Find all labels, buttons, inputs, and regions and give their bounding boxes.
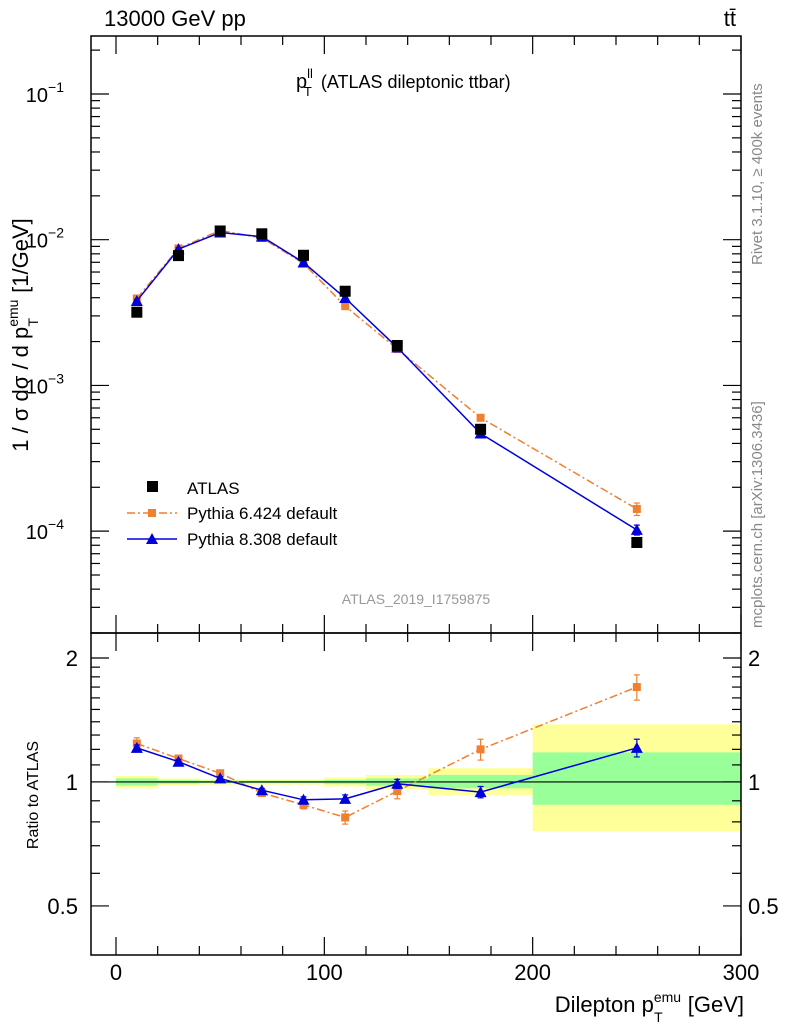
legend-item-atlas: ATLAS	[147, 479, 240, 498]
ratio-bands	[116, 724, 741, 832]
main-pythia8-point	[297, 256, 310, 268]
ratio-pythia8-point	[474, 786, 487, 798]
mcplots-label: mcplots.cern.ch [arXiv:1306.3436]	[749, 401, 766, 628]
main-atlas-point	[339, 285, 351, 297]
ratio-y-axis-label: Ratio to ATLAS	[25, 741, 42, 849]
ratio-ticks: 0.5 0.5 1 1 2 2 0 100 200 300	[47, 633, 779, 985]
ratio-pythia6-point	[299, 800, 308, 809]
ratio-pythia6-point	[393, 787, 402, 796]
main-y-tick-label: 10−2	[26, 225, 64, 253]
ratio-pythia8-point	[172, 755, 185, 767]
main-pythia6-point	[341, 302, 350, 311]
xlabel-superscript: emu	[654, 989, 681, 1005]
ratio-band-green	[532, 752, 741, 805]
ratio-x-tick-label: 0	[110, 960, 122, 985]
ratio-y-tick-label-right: 2	[748, 646, 760, 671]
ratio-y-tick-label-left: 0.5	[47, 894, 78, 919]
energy-label: 13000 GeV pp	[104, 6, 246, 31]
main-series	[130, 225, 643, 548]
legend-label-pythia6: Pythia 6.424 default	[187, 504, 338, 523]
ylabel-superscript: emu	[5, 300, 21, 327]
main-y-tick-base: 10	[26, 376, 48, 398]
ylabel-suffix: [1/GeV]	[8, 218, 33, 299]
main-y-tick-exponent: −4	[48, 516, 64, 532]
main-atlas-point	[256, 228, 268, 240]
main-atlas-point	[475, 423, 487, 435]
legend-marker-pythia8	[146, 533, 158, 544]
legend: ATLAS Pythia 6.424 default Pythia 8.308 …	[127, 479, 338, 549]
main-pythia6-series	[132, 226, 641, 517]
main-pythia6-point	[632, 504, 641, 513]
main-y-tick-label: 10−1	[26, 79, 64, 107]
rivet-version-label: Rivet 3.1.10, ≥ 400k events	[749, 83, 766, 265]
legend-marker-pythia6	[148, 509, 156, 517]
main-atlas-series	[131, 225, 643, 548]
main-y-tick-label: 10−4	[26, 516, 64, 544]
ratio-y-tick-label-right: 1	[748, 770, 760, 795]
ratio-y-tick-label-left: 2	[66, 646, 78, 671]
ratio-x-axis-label: Dilepton pemu T [GeV]	[555, 989, 744, 1024]
legend-item-pythia6: Pythia 6.424 default	[127, 504, 338, 523]
ratio-pythia8-point	[130, 741, 143, 753]
ratio-pythia6-point	[341, 813, 350, 822]
ratio-series	[130, 674, 643, 825]
ylabel-prefix: 1 / σ dσ / d p	[8, 327, 33, 452]
ylabel-subscript: T	[25, 318, 41, 327]
legend-label-atlas: ATLAS	[187, 479, 240, 498]
xlabel-suffix: [GeV]	[682, 992, 744, 1017]
title-symbol: p	[296, 71, 307, 93]
main-y-tick-base: 10	[26, 85, 48, 107]
ratio-pythia6-point	[632, 683, 641, 692]
main-atlas-point	[391, 339, 403, 351]
legend-marker-atlas	[147, 481, 158, 492]
main-atlas-point	[298, 249, 309, 261]
main-title: pll T (ATLAS dileptonic ttbar)	[296, 66, 511, 99]
process-label: tt̄	[724, 6, 736, 31]
main-atlas-point	[214, 225, 226, 237]
main-pythia6-point	[476, 413, 485, 422]
xlabel-subscript: T	[654, 1009, 663, 1024]
analysis-watermark: ATLAS_2019_I1759875	[342, 591, 491, 607]
main-y-tick-base: 10	[26, 231, 48, 253]
ratio-y-tick-label-right: 0.5	[748, 894, 779, 919]
title-text: (ATLAS dileptonic ttbar)	[321, 72, 511, 92]
ratio-frame	[90, 632, 742, 956]
main-y-tick-base: 10	[26, 522, 48, 544]
ratio-pythia6-series	[132, 674, 641, 825]
ratio-pythia8-point	[391, 777, 404, 789]
title-superscript: ll	[307, 66, 313, 81]
main-atlas-point	[173, 250, 184, 262]
main-atlas-point	[631, 536, 643, 548]
ratio-y-tick-label-left: 1	[66, 770, 78, 795]
main-y-axis-label: 1 / σ dσ / d pemu T [1/GeV]	[5, 218, 41, 452]
main-atlas-point	[131, 306, 143, 318]
legend-item-pythia8: Pythia 8.308 default	[127, 530, 338, 549]
ratio-pythia8-point	[297, 793, 310, 805]
title-subscript: T	[304, 84, 312, 99]
ratio-x-tick-label: 200	[514, 960, 551, 985]
ratio-pythia8-point	[255, 784, 268, 796]
main-y-tick-exponent: −3	[48, 370, 64, 386]
ratio-pythia8-point	[339, 792, 352, 804]
main-panel: 10−110−210−310−4 pll T (ATLAS dileptonic t…	[5, 35, 742, 634]
xlabel-prefix: Dilepton p	[555, 992, 654, 1017]
main-pythia6-line	[136, 229, 638, 510]
ratio-pythia8-point	[214, 772, 227, 784]
main-pythia8-point	[339, 292, 352, 304]
main-y-tick-exponent: −1	[48, 79, 64, 95]
ratio-x-tick-label: 300	[723, 960, 760, 985]
main-y-tick-exponent: −2	[48, 225, 64, 241]
main-y-tick-label: 10−3	[26, 370, 64, 398]
legend-label-pythia8: Pythia 8.308 default	[187, 530, 338, 549]
ratio-pythia6-point	[476, 745, 485, 754]
ratio-x-tick-label: 100	[306, 960, 343, 985]
main-pythia8-point	[630, 523, 643, 535]
main-pythia8-point	[130, 294, 143, 306]
ratio-pythia8-series	[130, 738, 643, 805]
ratio-panel: 0.5 0.5 1 1 2 2 0 100 200 300 Ratio to ATLAS Dile…	[25, 632, 779, 1024]
ratio-pythia8-point	[630, 741, 643, 753]
